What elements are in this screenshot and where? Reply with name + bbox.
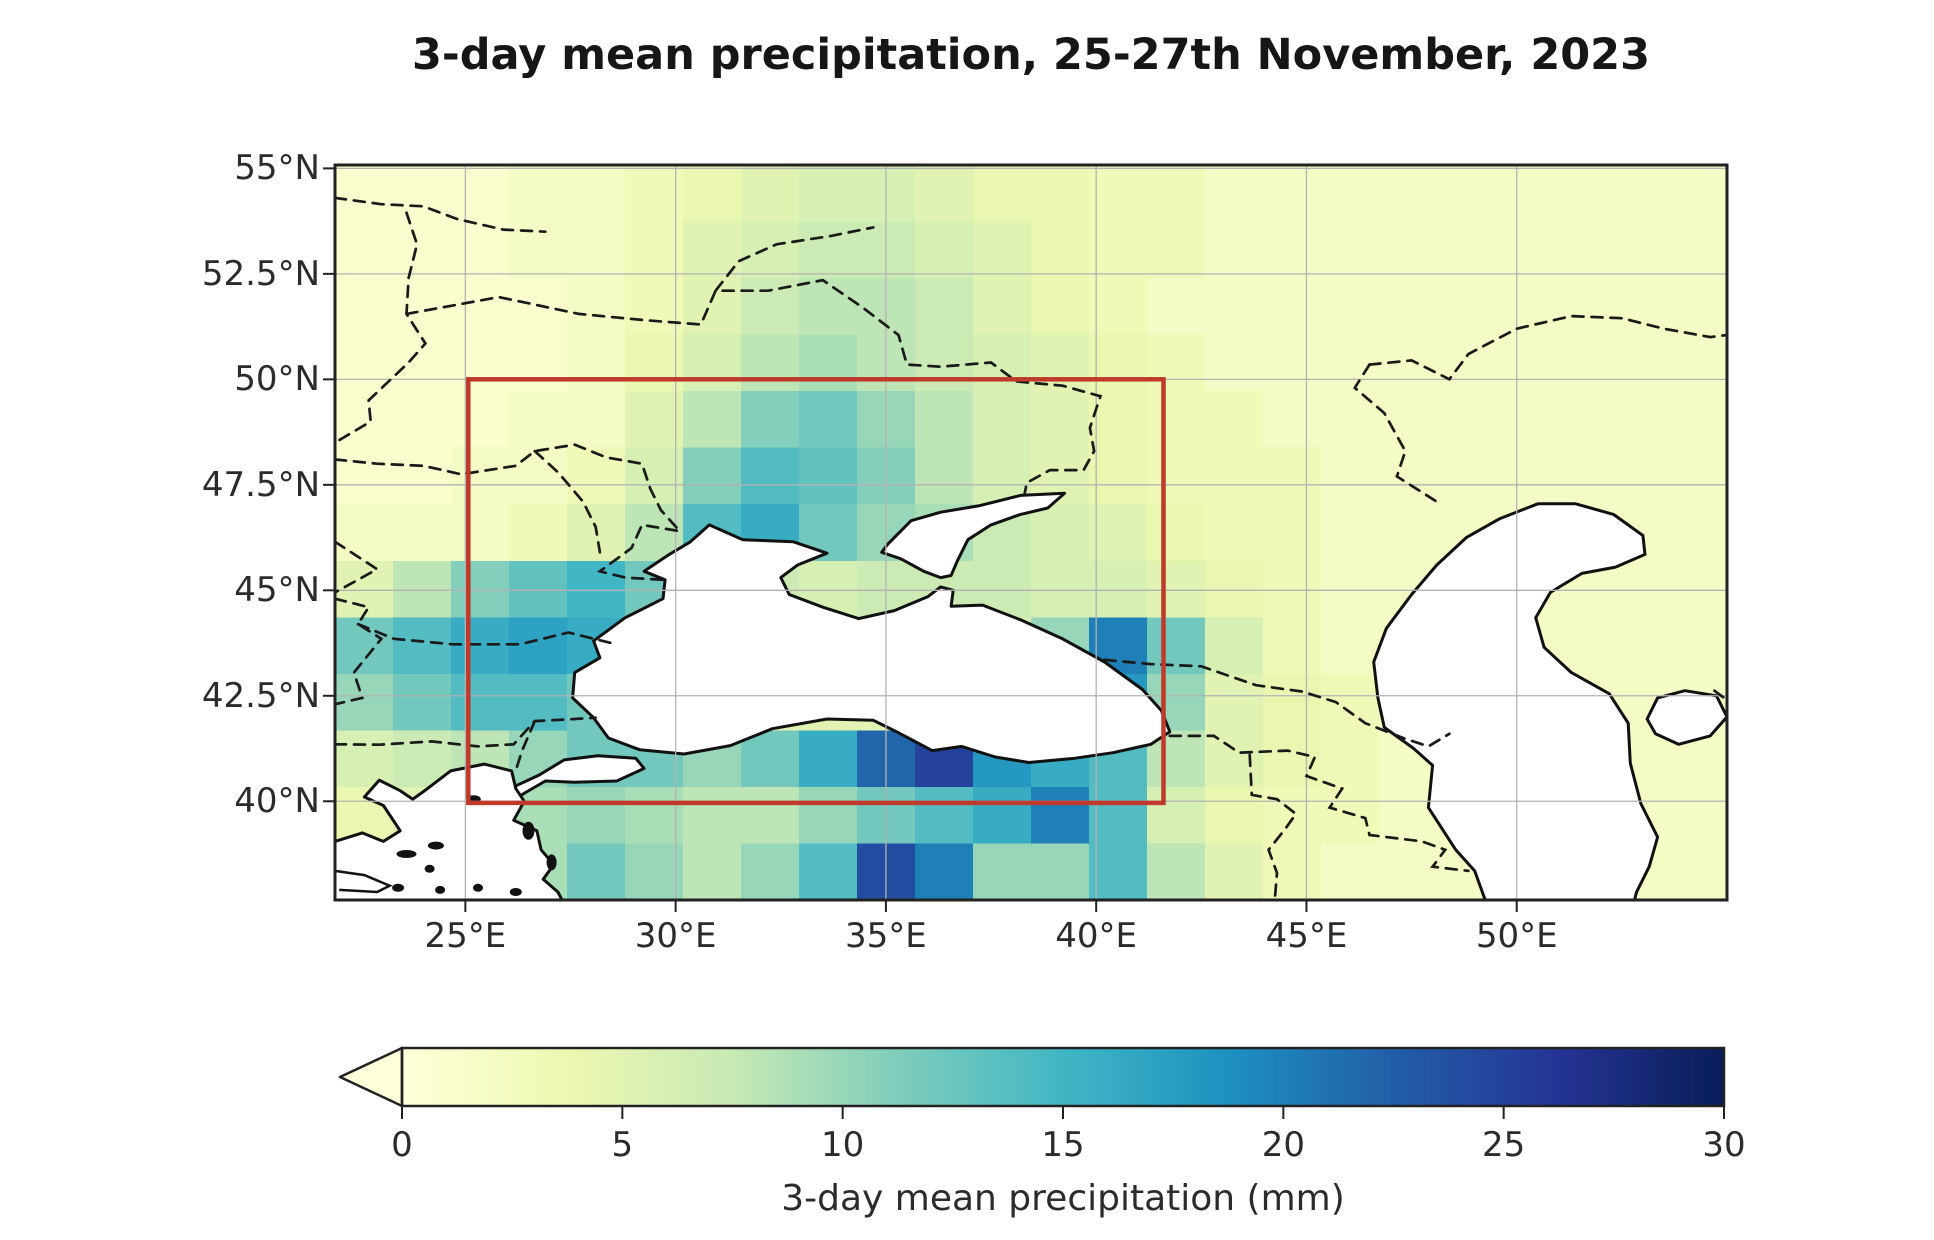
x-tick-label: 35°E (845, 916, 927, 956)
colorbar-tick-label: 15 (1041, 1125, 1085, 1165)
colorbar-tick-label: 20 (1261, 1125, 1305, 1165)
colorbar-tick-label: 30 (1702, 1125, 1746, 1165)
colorbar-ticks (401, 1106, 1725, 1119)
y-tick-label: 45°N (234, 570, 320, 611)
y-tick-label: 50°N (234, 359, 320, 400)
colorbar-tick-label: 25 (1482, 1125, 1526, 1165)
y-tick-label: 42.5°N (201, 675, 320, 716)
colorbar-extend-arrow (338, 1046, 404, 1108)
marmara-sea (510, 754, 646, 799)
y-tick-label: 55°N (234, 148, 320, 189)
aegean-islands (392, 795, 557, 896)
figure-title: 3-day mean precipitation, 25-27th Novemb… (411, 30, 1651, 80)
colorbar-tick-label: 0 (391, 1125, 413, 1165)
y-tick-label: 52.5°N (201, 253, 320, 294)
colorbar (338, 1046, 1726, 1119)
x-tick-label: 25°E (424, 916, 507, 956)
y-tick-label: 40°N (234, 781, 320, 822)
map-frame (333, 163, 1729, 902)
y-tick-label: 47.5°N (201, 464, 320, 505)
axis-ticks (323, 167, 1518, 912)
colorbar-label: 3-day mean precipitation (mm) (781, 1178, 1345, 1219)
blackSea-sea (571, 523, 1172, 764)
x-tick-label: 40°E (1055, 916, 1138, 956)
colorbar-tick-label: 5 (611, 1125, 634, 1165)
map-plot (323, 163, 1729, 912)
x-tick-label: 30°E (634, 916, 717, 956)
aegean-sea (333, 762, 564, 902)
colorbar-tick-label: 10 (821, 1125, 865, 1165)
x-tick-label: 50°E (1475, 916, 1558, 956)
gulf-of-corinth-coast (334, 869, 393, 894)
azov-sea (880, 491, 1067, 580)
x-tick-label: 45°E (1265, 916, 1348, 956)
country-borders (333, 196, 1729, 900)
colorbar-gradient (402, 1048, 1724, 1106)
study-region-box (466, 377, 1166, 806)
